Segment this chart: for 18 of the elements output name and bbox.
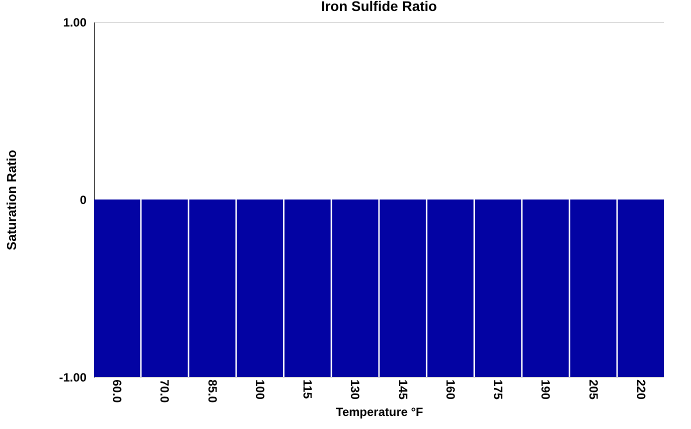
x-tick-label: 160 [443, 380, 458, 400]
x-tick-label: 130 [348, 380, 362, 400]
x-tick-label: 220 [634, 380, 648, 400]
x-tick-label: 115 [300, 380, 315, 400]
x-tick-label: 85.0 [205, 380, 220, 404]
x-tick-label: 60.0 [110, 380, 124, 404]
x-axis-title: Temperature °F [336, 404, 424, 419]
x-tick-label: 70.0 [158, 380, 172, 404]
y-axis-title: Saturation Ratio [4, 150, 20, 250]
x-tick-label: 175 [491, 380, 506, 400]
x-tick-label: 205 [586, 380, 600, 400]
x-tick-label: 145 [396, 380, 410, 400]
x-tick-label: 190 [538, 380, 553, 400]
y-tick-label: 0 [80, 193, 87, 207]
y-tick-label: -1.00 [59, 370, 87, 384]
x-tick-label: 100 [252, 380, 267, 400]
chart-title: Iron Sulfide Ratio [321, 0, 437, 14]
y-tick-label: 1.00 [63, 16, 87, 30]
